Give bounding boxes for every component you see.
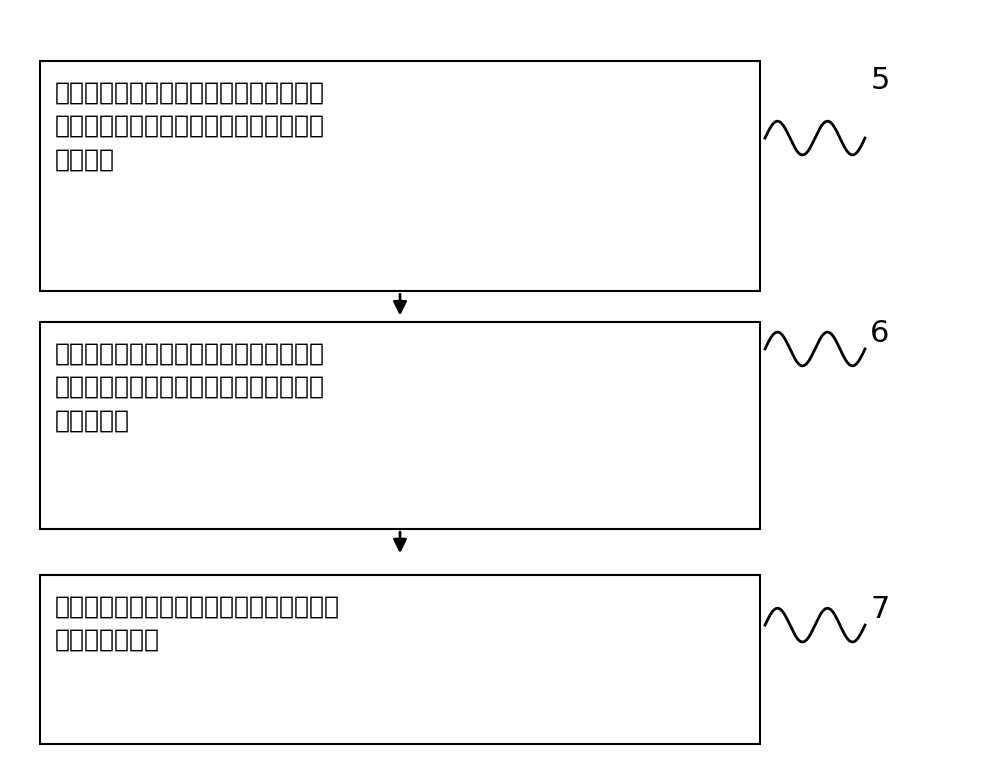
Text: 6: 6	[870, 319, 890, 348]
FancyBboxPatch shape	[40, 575, 760, 744]
FancyBboxPatch shape	[40, 322, 760, 529]
Text: 注入共振能量后，具有使分子分离的力量，
分子得以细微化: 注入共振能量后，具有使分子分离的力量， 分子得以细微化	[55, 594, 340, 652]
Text: 往已共振的水里注入相同振率的高周波，
水分子的原子核接收到高能量后，使高能
量波动水化: 往已共振的水里注入相同振率的高周波， 水分子的原子核接收到高能量后，使高能 量波…	[55, 341, 325, 433]
FancyBboxPatch shape	[40, 61, 760, 291]
Text: 5: 5	[870, 66, 890, 95]
Text: 经过波动共振阶段水分子结构链断裂，然
后水分子结构自身细微化，水离子稳定地
均匀分布: 经过波动共振阶段水分子结构链断裂，然 后水分子结构自身细微化，水离子稳定地 均匀…	[55, 81, 325, 172]
Text: 7: 7	[870, 595, 890, 624]
